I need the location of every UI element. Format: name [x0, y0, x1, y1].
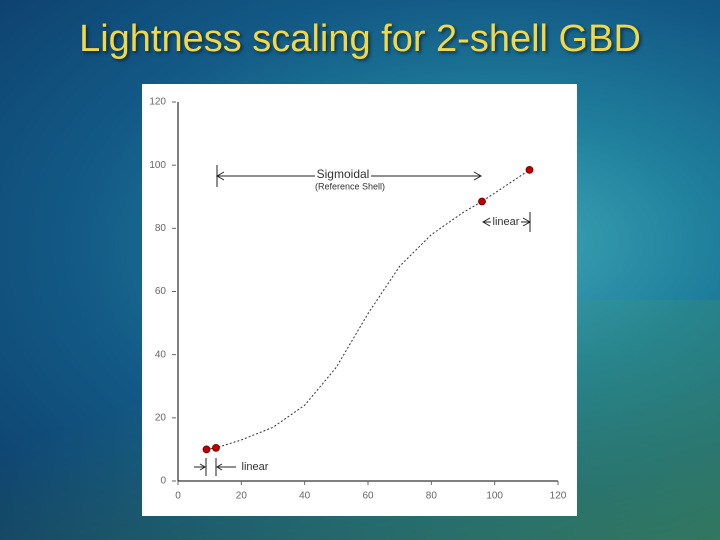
- y-tick-label: 0: [160, 476, 166, 487]
- y-tick-label: 120: [149, 97, 166, 108]
- data-point: [212, 443, 220, 452]
- x-tick-label: 80: [426, 491, 438, 502]
- data-point: [478, 197, 486, 206]
- data-point: [525, 166, 534, 174]
- x-tick-label: 20: [236, 491, 248, 502]
- y-tick-label: 60: [155, 286, 167, 297]
- y-tick-label: 80: [155, 223, 167, 234]
- slide-title: Lightness scaling for 2-shell GBD: [79, 18, 641, 60]
- data-line: [206, 169, 530, 450]
- x-tick-label: 0: [175, 491, 181, 502]
- annotation: linear: [242, 461, 269, 473]
- annotation: Sigmoidal: [317, 167, 370, 181]
- x-tick-label: 120: [550, 491, 567, 502]
- annotation: linear: [493, 216, 520, 228]
- chart-background: [142, 84, 577, 516]
- data-point: [202, 445, 211, 454]
- y-tick-label: 40: [155, 349, 167, 360]
- x-tick-label: 60: [362, 491, 374, 502]
- y-tick-label: 100: [149, 160, 166, 171]
- annotation-background: [491, 215, 521, 229]
- y-tick-label: 20: [155, 412, 167, 423]
- x-tick-label: 100: [486, 491, 503, 502]
- x-tick-label: 40: [299, 491, 311, 502]
- annotation-background: [315, 168, 371, 182]
- annotation: (Reference Shell): [315, 181, 385, 191]
